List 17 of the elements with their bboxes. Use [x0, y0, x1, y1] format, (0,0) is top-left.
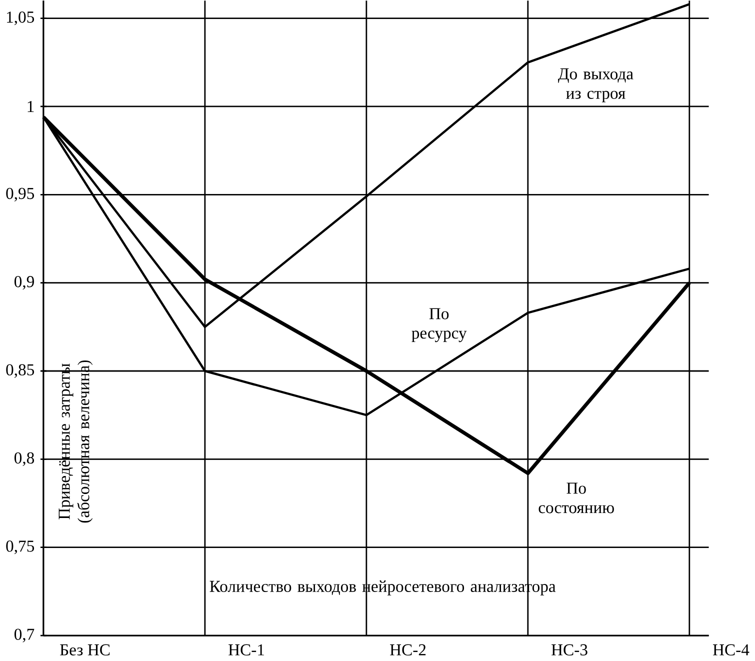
y-axis-title: Приведённые затраты (абсолютная велечина) — [58, 360, 93, 523]
y-tick-label: 0,95 — [6, 188, 34, 202]
y-tick-label: 0,8 — [14, 452, 34, 466]
series-label: По состоянию — [538, 482, 614, 514]
series-label: До выхода из строя — [558, 68, 634, 102]
y-tick-label: 0,75 — [6, 540, 34, 554]
y-tick-label: 1,05 — [7, 12, 34, 26]
x-tick-label: НС-1 — [228, 644, 264, 656]
y-tick-label: 0,9 — [14, 276, 34, 290]
x-tick-label: НС-2 — [390, 644, 426, 656]
y-tick-label: 1 — [28, 101, 34, 112]
series-label: По ресурсу — [412, 308, 467, 342]
y-tick-label: 0,7 — [14, 628, 34, 642]
x-tick-label: Без НС — [60, 644, 110, 656]
x-tick-label: НС-4 — [712, 644, 750, 656]
y-tick-label: 0,85 — [6, 364, 34, 378]
x-tick-label: НС-3 — [551, 644, 588, 656]
